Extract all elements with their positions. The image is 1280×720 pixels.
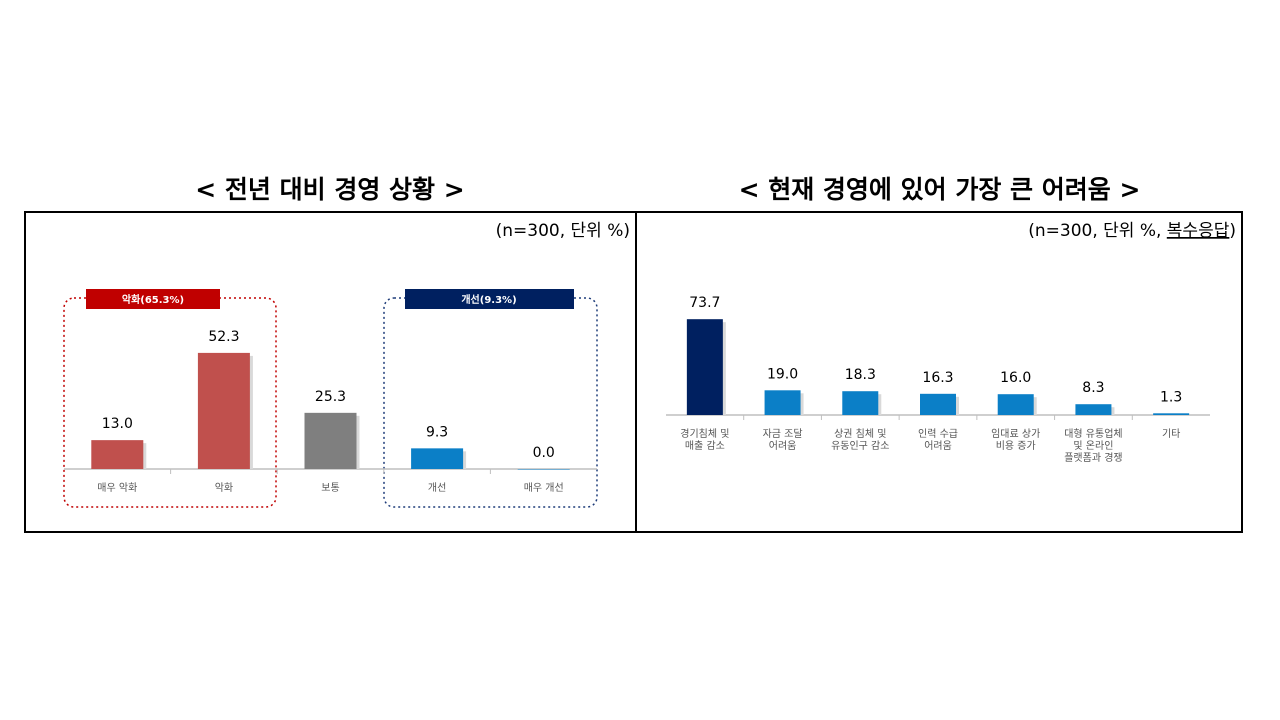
category-label: 비용 증가 [996,440,1036,452]
right-unit-suffix: ) [1229,221,1236,241]
value-label: 8.3 [1082,380,1104,396]
value-label: 9.3 [426,424,448,440]
category-label: 매우 악화 [97,482,137,494]
value-label: 25.3 [315,389,346,405]
left-unit-label: (n=300, 단위 %) [496,221,630,241]
category-label: 자금 조달 [763,428,803,440]
value-label: 1.3 [1160,389,1182,405]
bar [1075,404,1112,415]
category-label: 어려움 [924,440,952,452]
right-unit-underlined: 복수응답 [1167,221,1230,241]
value-label: 18.3 [845,367,876,383]
bar [842,391,879,415]
category-label: 플랫폼과 경쟁 [1064,451,1122,464]
value-label: 13.0 [102,416,133,432]
group-label-worse: 악화(65.3%) [122,294,184,306]
bar [197,352,250,469]
category-label: 상권 침체 및 [834,428,886,440]
value-label: 0.0 [533,445,555,461]
bar [304,412,357,469]
value-label: 73.7 [689,295,720,311]
category-label: 유동인구 감소 [831,440,889,452]
category-label: 매우 개선 [524,482,564,494]
value-label: 19.0 [767,366,798,382]
category-label: 인력 수급 [918,428,958,440]
right-chart-title: < 현재 경영에 있어 가장 큰 어려움 > [738,175,1141,204]
group-badge-worse [86,289,220,309]
bar [517,469,570,470]
category-label: 개선 [428,482,446,494]
group-label-better: 개선(9.3%) [461,293,516,306]
bar [686,319,723,415]
value-label: 16.3 [922,370,953,386]
bar [764,390,801,415]
category-label: 및 온라인 [1073,440,1113,452]
right-unit-prefix: (n=300, 단위 %, [1028,221,1167,241]
category-label: 악화 [215,482,233,494]
category-label: 기타 [1162,428,1180,440]
bar [1153,413,1190,415]
bar [91,440,144,469]
value-label: 16.0 [1000,370,1031,386]
group-badge-better [405,289,574,309]
right-chart-panel [635,211,1243,533]
bar [411,448,464,469]
category-label: 매출 감소 [685,440,725,452]
bar [920,393,956,415]
category-label: 대형 유통업체 [1064,427,1122,440]
category-label: 보통 [321,482,339,494]
value-label: 52.3 [208,329,239,345]
category-label: 경기침체 및 [680,427,729,440]
left-bar-chart: 13.0 매우 악화 52.3 악화 25.3 보통 9.3 개선 0.0 매우 개선 [64,329,597,494]
left-chart-title: < 전년 대비 경영 상황 > [195,175,465,204]
category-label: 어려움 [769,440,797,452]
right-unit-label: (n=300, 단위 %, 복수응답) [1028,221,1236,241]
bar [997,394,1034,415]
group-outline-better [383,297,598,508]
category-label: 임대료 상가 [991,427,1040,440]
